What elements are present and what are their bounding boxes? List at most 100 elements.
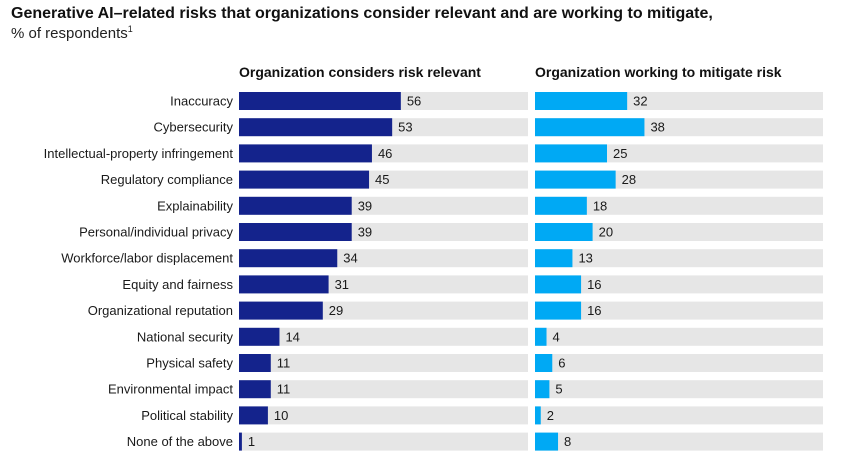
bar-mitigate	[535, 223, 593, 241]
value-label-mitigate: 20	[599, 225, 613, 240]
bar-track-mitigate	[535, 406, 823, 425]
category-label: Personal/individual privacy	[79, 225, 233, 240]
bar-track-mitigate	[535, 223, 823, 241]
bar-relevant	[239, 170, 370, 189]
bar-mitigate	[535, 196, 587, 215]
value-label-mitigate: 5	[555, 382, 562, 397]
category-label: None of the above	[127, 434, 233, 449]
category-label: National security	[137, 329, 234, 344]
bar-mitigate	[535, 354, 553, 372]
bar-relevant	[239, 406, 268, 425]
category-label: Intellectual-property infringement	[44, 146, 234, 161]
bar-track-relevant	[239, 432, 528, 451]
chart-row: None of the above 1 8	[127, 432, 823, 451]
bar-relevant	[239, 432, 242, 451]
value-label-relevant: 56	[407, 94, 421, 109]
bar-relevant	[239, 196, 352, 215]
bar-relevant	[239, 380, 271, 399]
value-label-relevant: 34	[343, 251, 357, 266]
subtitle-text: % of respondents	[11, 25, 128, 42]
bar-track-mitigate	[535, 275, 823, 294]
value-label-relevant: 1	[248, 434, 255, 449]
bar-relevant	[239, 301, 323, 320]
chart-row: Explainability 39 18	[157, 196, 823, 215]
chart-row: Organizational reputation 29 16	[88, 301, 823, 320]
value-label-mitigate: 13	[578, 251, 592, 266]
bar-relevant	[239, 354, 271, 372]
bar-mitigate	[535, 249, 573, 268]
bar-mitigate	[535, 118, 645, 137]
chart-row: Inaccuracy 56 32	[170, 92, 823, 110]
bar-track-relevant	[239, 380, 528, 399]
bar-relevant	[239, 118, 393, 137]
chart-row: Regulatory compliance 45 28	[101, 170, 823, 189]
bar-mitigate	[535, 275, 582, 294]
value-label-relevant: 39	[358, 198, 372, 213]
category-label: Explainability	[157, 198, 233, 213]
bar-track-mitigate	[535, 380, 823, 399]
footnote-marker: 1	[127, 24, 133, 34]
value-label-mitigate: 2	[547, 408, 554, 423]
chart-row: Political stability 10 2	[141, 406, 823, 425]
category-label: Political stability	[141, 408, 233, 423]
category-label: Environmental impact	[108, 382, 233, 397]
value-label-mitigate: 25	[613, 146, 627, 161]
bar-mitigate	[535, 170, 616, 189]
category-label: Cybersecurity	[154, 120, 234, 135]
category-label: Physical safety	[146, 356, 233, 371]
value-label-relevant: 10	[274, 408, 288, 423]
panel-title-relevant: Organization considers risk relevant	[239, 64, 481, 80]
bar-mitigate	[535, 406, 541, 425]
bar-track-mitigate	[535, 249, 823, 268]
value-label-relevant: 53	[398, 120, 412, 135]
chart-row: Equity and fairness 31 16	[122, 275, 823, 294]
bar-relevant	[239, 144, 372, 163]
chart-row: Workforce/labor displacement 34 13	[61, 249, 823, 268]
bar-track-mitigate	[535, 354, 823, 372]
category-label: Equity and fairness	[122, 277, 233, 292]
bar-mitigate	[535, 432, 559, 451]
bar-relevant	[239, 327, 280, 346]
value-label-relevant: 11	[277, 382, 291, 397]
value-label-relevant: 45	[375, 172, 389, 187]
bar-track-relevant	[239, 327, 528, 346]
value-label-mitigate: 28	[622, 172, 636, 187]
bar-mitigate	[535, 301, 582, 320]
bar-mitigate	[535, 327, 547, 346]
bar-relevant	[239, 92, 401, 110]
value-label-relevant: 31	[335, 277, 349, 292]
value-label-relevant: 14	[285, 329, 299, 344]
value-label-mitigate: 16	[587, 303, 601, 318]
chart-row: Intellectual-property infringement 46 25	[44, 144, 823, 163]
bar-track-mitigate	[535, 432, 823, 451]
chart-row: Physical safety 11 6	[146, 354, 823, 372]
chart-title: Generative AI–related risks that organiz…	[11, 5, 713, 22]
chart-row: Personal/individual privacy 39 20	[79, 223, 823, 241]
value-label-relevant: 39	[358, 225, 372, 240]
chart-row: Cybersecurity 53 38	[154, 118, 823, 137]
value-label-mitigate: 18	[593, 198, 607, 213]
bar-mitigate	[535, 380, 550, 399]
category-label: Organizational reputation	[88, 303, 233, 318]
bar-track-relevant	[239, 354, 528, 372]
category-label: Inaccuracy	[170, 94, 233, 109]
value-label-relevant: 46	[378, 146, 392, 161]
bar-relevant	[239, 275, 329, 294]
value-label-mitigate: 16	[587, 277, 601, 292]
chart-subtitle: % of respondents1	[11, 24, 133, 43]
value-label-mitigate: 6	[558, 356, 565, 371]
bar-track-mitigate	[535, 301, 823, 320]
value-label-relevant: 29	[329, 303, 343, 318]
bar-mitigate	[535, 92, 628, 110]
panel-title-mitigate: Organization working to mitigate risk	[535, 64, 782, 80]
bar-relevant	[239, 249, 338, 268]
bar-track-relevant	[239, 406, 528, 425]
chart-row: National security 14 4	[137, 327, 823, 346]
value-label-mitigate: 32	[633, 94, 647, 109]
bar-relevant	[239, 223, 352, 241]
value-label-mitigate: 8	[564, 434, 571, 449]
category-label: Workforce/labor displacement	[61, 251, 233, 266]
bar-mitigate	[535, 144, 607, 163]
value-label-mitigate: 38	[650, 120, 664, 135]
